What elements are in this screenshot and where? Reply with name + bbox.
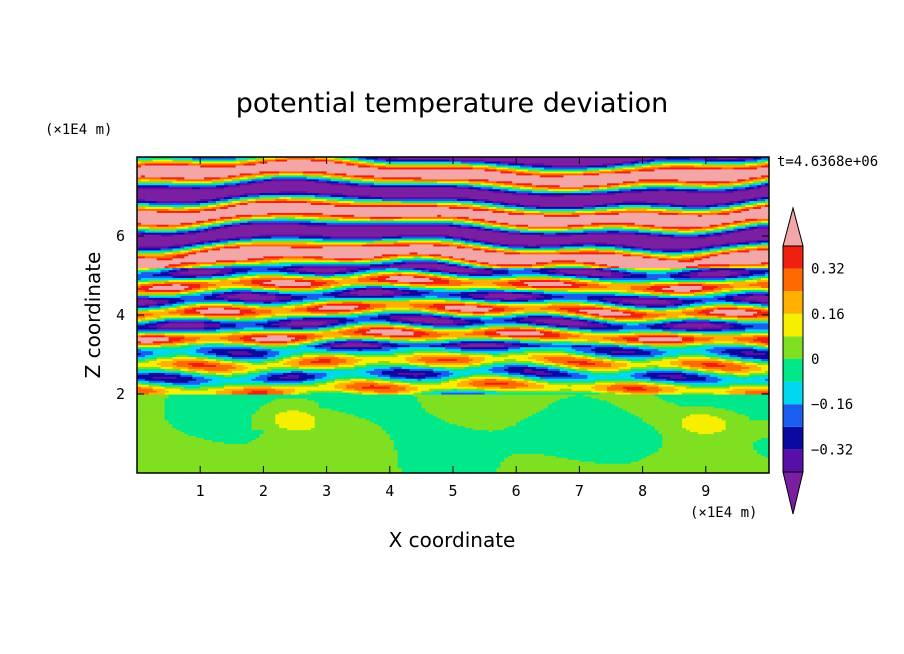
x-unit-label: (×1E4 m) — [690, 505, 757, 521]
colorbar-segment — [783, 291, 803, 314]
colorbar: 0.32 0.16 0 −0.16 −0.32 — [783, 208, 853, 514]
colorbar-tick-label: −0.32 — [811, 442, 853, 458]
colorbar-segment — [783, 427, 803, 450]
x-axis-label: X coordinate — [389, 528, 516, 552]
colorbar-segment — [783, 314, 803, 337]
y-unit-label: (×1E4 m) — [45, 122, 112, 138]
y-axis-label: Z coordinate — [81, 252, 105, 379]
x-tick-label: 3 — [322, 482, 331, 500]
colorbar-segment — [783, 269, 803, 292]
x-tick-label: 9 — [701, 482, 710, 500]
x-tick-label: 5 — [448, 482, 457, 500]
x-tick-label: 7 — [575, 482, 584, 500]
x-tick-label: 2 — [259, 482, 268, 500]
colorbar-tick-label: 0.32 — [811, 262, 845, 278]
colorbar-segment — [783, 404, 803, 427]
x-tick-label: 1 — [196, 482, 205, 500]
colorbar-tick-label: 0.16 — [811, 307, 845, 323]
colorbar-segment — [783, 246, 803, 269]
colorbar-segment — [783, 382, 803, 405]
y-tick-label: 6 — [116, 227, 125, 245]
colorbar-tick-label: 0 — [811, 352, 819, 368]
time-label: t=4.6368e+06 — [777, 154, 878, 170]
y-tick-label: 2 — [116, 385, 125, 403]
colorbar-segment — [783, 336, 803, 359]
x-tick-label: 8 — [638, 482, 647, 500]
colorbar-segment — [783, 359, 803, 382]
colorbar-over — [783, 208, 803, 246]
x-tick-label: 4 — [385, 482, 394, 500]
colorbar-segment — [783, 449, 803, 472]
colorbar-tick-label: −0.16 — [811, 397, 853, 413]
contour-field — [137, 155, 770, 474]
chart-title: potential temperature deviation — [236, 88, 668, 119]
colorbar-under — [783, 472, 803, 514]
y-tick-label: 4 — [116, 306, 125, 324]
x-tick-label: 6 — [512, 482, 521, 500]
